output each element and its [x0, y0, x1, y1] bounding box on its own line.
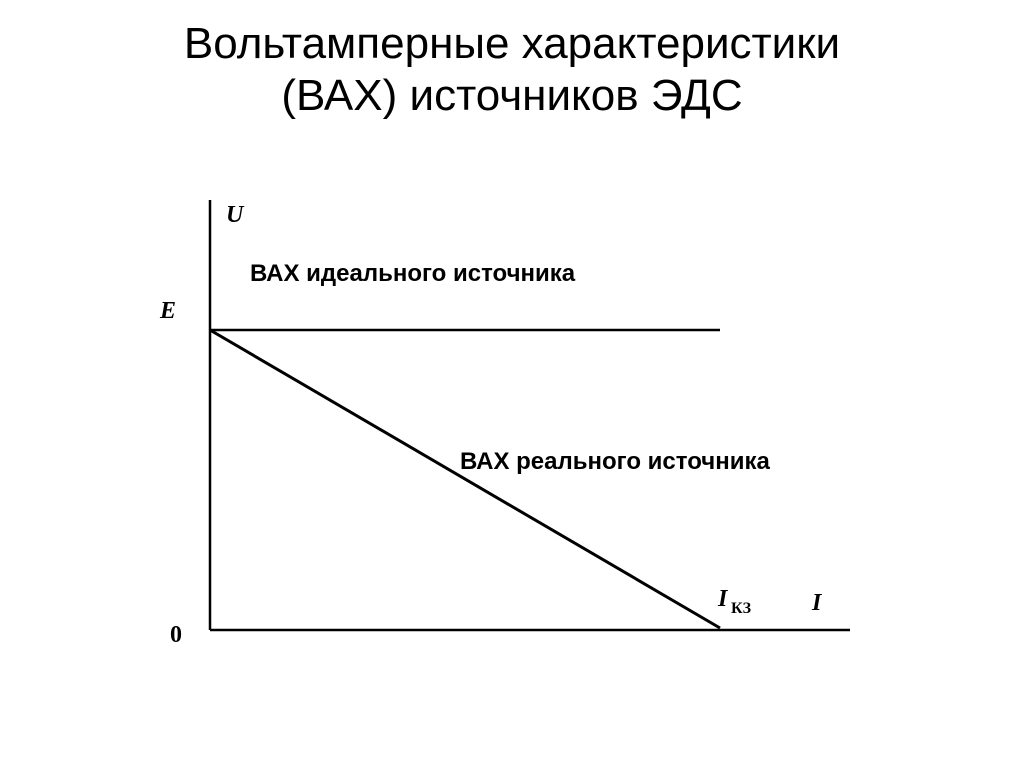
- label-ideal: ВАХ идеального источника: [250, 260, 575, 288]
- label-e: E: [160, 298, 176, 325]
- label-real: ВАХ реального источника: [460, 448, 770, 476]
- label-ikz-sub: КЗ: [731, 600, 751, 618]
- label-zero: 0: [170, 622, 182, 649]
- label-u: U: [226, 202, 243, 229]
- vah-chart: U E 0 I I КЗ ВАХ идеального источника ВА…: [150, 190, 890, 670]
- label-i: I: [812, 590, 821, 617]
- real-line: [210, 330, 720, 628]
- slide-title: Вольтамперные характеристики (ВАХ) источ…: [0, 18, 1024, 122]
- title-line-2: (ВАХ) источников ЭДС: [281, 71, 742, 120]
- title-line-1: Вольтамперные характеристики: [184, 19, 840, 68]
- label-ikz-base: I: [718, 586, 727, 613]
